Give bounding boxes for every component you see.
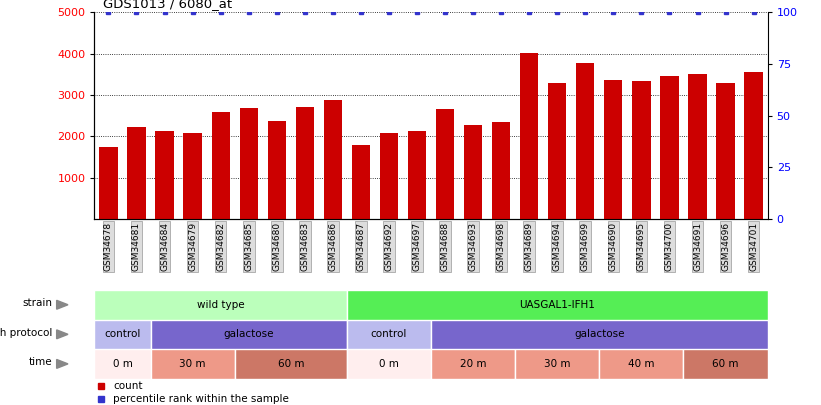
Bar [408,131,426,219]
Bar [599,349,683,379]
Bar [516,349,599,379]
Bar [604,80,622,219]
Bar [351,145,370,219]
Bar [347,290,768,320]
Text: strain: strain [22,298,52,308]
Bar [99,147,117,219]
Bar [150,349,235,379]
Text: wild type: wild type [197,300,245,310]
Text: control: control [371,329,407,339]
Bar [683,349,768,379]
Text: 20 m: 20 m [460,359,486,369]
Bar [717,83,735,219]
Bar [436,109,454,219]
Bar [632,81,650,219]
Text: 30 m: 30 m [179,359,206,369]
Text: 40 m: 40 m [628,359,654,369]
Bar [127,127,145,219]
Polygon shape [57,360,68,368]
Bar [548,83,566,219]
Text: percentile rank within the sample: percentile rank within the sample [113,394,289,404]
Text: 0 m: 0 m [112,359,132,369]
Text: count: count [113,381,142,391]
Bar [323,100,342,219]
Bar [520,53,539,219]
Bar [240,108,258,219]
Bar [492,122,511,219]
Bar [660,76,679,219]
Bar [94,320,150,349]
Polygon shape [57,330,68,339]
Text: UASGAL1-IFH1: UASGAL1-IFH1 [520,300,595,310]
Bar [183,132,202,219]
Text: galactose: galactose [574,329,625,339]
Bar [380,133,398,219]
Text: GDS1013 / 6080_at: GDS1013 / 6080_at [103,0,232,10]
Bar [212,112,230,219]
Bar [688,74,707,219]
Polygon shape [57,301,68,309]
Bar [464,125,482,219]
Text: galactose: galactose [223,329,274,339]
Text: 60 m: 60 m [713,359,739,369]
Bar [347,320,431,349]
Bar [235,349,346,379]
Bar [150,320,346,349]
Text: 0 m: 0 m [379,359,399,369]
Bar [347,349,431,379]
Bar [431,320,768,349]
Bar [268,121,286,219]
Bar [94,349,150,379]
Text: 30 m: 30 m [544,359,571,369]
Bar [296,107,314,219]
Bar [576,63,594,219]
Text: time: time [28,358,52,367]
Text: control: control [104,329,140,339]
Bar [745,72,763,219]
Bar [431,349,516,379]
Bar [155,131,174,219]
Text: growth protocol: growth protocol [0,328,52,338]
Text: 60 m: 60 m [277,359,304,369]
Bar [94,290,347,320]
